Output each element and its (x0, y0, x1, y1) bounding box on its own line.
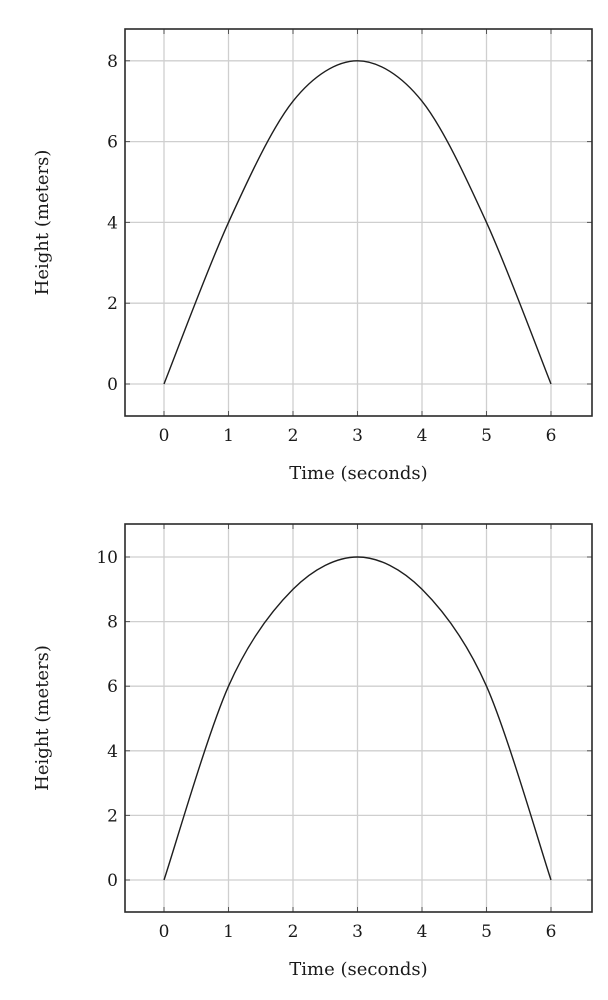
x-axis-label: Time (seconds) (289, 959, 427, 980)
x-tick-label: 4 (417, 922, 428, 942)
height-curve (163, 556, 552, 881)
y-tick-label: 2 (107, 806, 118, 826)
height-curve (163, 60, 552, 385)
x-tick-label: 2 (288, 922, 299, 942)
x-tick-label: 0 (159, 426, 170, 446)
x-axis-label: Time (seconds) (289, 463, 427, 484)
x-tick-label: 5 (481, 922, 492, 942)
y-axis-label: Height (meters) (32, 150, 53, 296)
y-tick-label: 6 (107, 133, 118, 153)
grid (125, 29, 592, 416)
grid (125, 524, 592, 912)
plot-frame (124, 523, 593, 913)
y-tick-label: 6 (107, 677, 118, 697)
x-tick-label: 1 (223, 922, 234, 942)
y-tick-label: 8 (107, 613, 118, 633)
x-tick-label: 6 (546, 922, 557, 942)
plot-frame (124, 28, 593, 417)
x-tick-label: 2 (288, 426, 299, 446)
y-tick-label: 0 (107, 871, 118, 891)
y-tick-label: 0 (107, 375, 118, 395)
x-tick-label: 1 (223, 426, 234, 446)
y-axis-label: Height (meters) (32, 645, 53, 791)
chart-1: 0 1 2 3 4 5 6 0 2 4 6 8 Time (seconds) Height (meters… (32, 28, 593, 484)
y-tick-label: 4 (107, 742, 118, 762)
y-tick-label: 10 (96, 548, 118, 568)
x-tick-label: 4 (417, 426, 428, 446)
y-tick-label: 8 (107, 52, 118, 72)
x-tick-label: 5 (481, 426, 492, 446)
y-tick-label: 2 (107, 294, 118, 314)
x-tick-label: 0 (159, 922, 170, 942)
x-tick-label: 6 (546, 426, 557, 446)
chart-2: 0 1 2 3 4 5 6 0 2 4 6 8 10 Time (seconds) Height (mete… (32, 523, 593, 980)
x-tick-label: 3 (352, 922, 363, 942)
y-tick-label: 4 (107, 213, 118, 233)
x-tick-label: 3 (352, 426, 363, 446)
